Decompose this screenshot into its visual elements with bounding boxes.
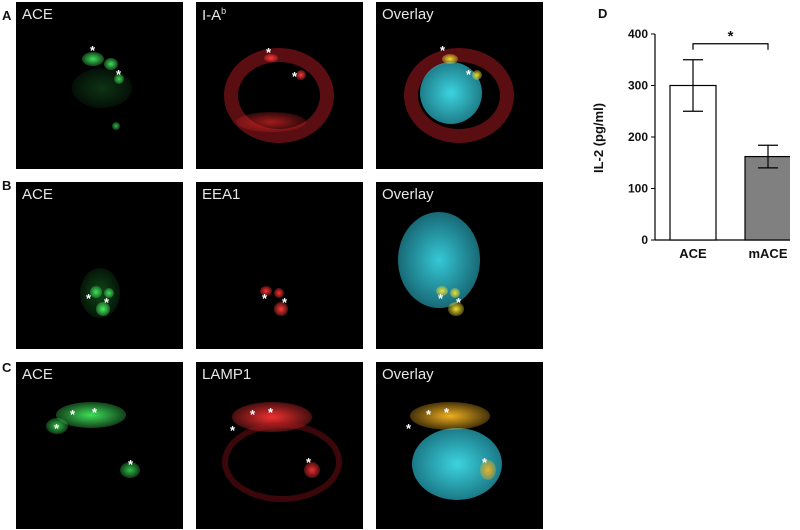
panel-b-ace: ACE * * xyxy=(16,182,183,349)
marker-star: * xyxy=(268,405,274,420)
marker-star: * xyxy=(466,67,472,82)
panel-b-overlay: Overlay * * xyxy=(376,182,543,349)
x-tick-label: ACE xyxy=(679,246,707,261)
marker-star: * xyxy=(292,69,298,84)
panel-a-ace: ACE * * xyxy=(16,2,183,169)
marker-star: * xyxy=(456,295,462,310)
marker-star: * xyxy=(230,423,236,438)
marker-star: * xyxy=(440,43,446,58)
marker-star: * xyxy=(250,407,256,422)
il2-bar-chart: D 0 100 200 300 400 ACE mACE * IL-2 (pg/ml) xyxy=(591,8,790,261)
panel-title: Overlay xyxy=(382,186,434,203)
x-tick-label: mACE xyxy=(748,246,787,261)
marker-star: * xyxy=(262,291,268,306)
panel-c-lamp1: LAMP1 * * * * xyxy=(196,362,363,529)
row-label-a: A xyxy=(2,8,12,23)
y-tick-label: 400 xyxy=(628,27,648,41)
significance-star: * xyxy=(728,28,734,45)
marker-star: * xyxy=(266,45,272,60)
panel-a-iab: I-Ab * * xyxy=(196,2,363,169)
row-label-c: C xyxy=(2,360,12,375)
panel-b-eea1: EEA1 * * xyxy=(196,182,363,349)
marker-star: * xyxy=(86,291,92,306)
bar-mace xyxy=(744,155,790,241)
y-tick-label: 100 xyxy=(628,182,648,196)
row-label-b: B xyxy=(2,178,12,193)
marker-star: * xyxy=(116,67,122,82)
panel-title: I-Ab xyxy=(202,6,227,24)
marker-star: * xyxy=(70,407,76,422)
marker-star: * xyxy=(482,455,488,470)
panel-title: EEA1 xyxy=(202,186,241,203)
panel-title: ACE xyxy=(22,366,53,383)
y-axis-label: IL-2 (pg/ml) xyxy=(591,103,606,173)
marker-star: * xyxy=(444,405,450,420)
panel-c-ace: ACE * * * * xyxy=(16,362,183,529)
significance-bracket xyxy=(692,43,769,50)
chart-panel-label: D xyxy=(598,8,607,21)
marker-star: * xyxy=(282,295,288,310)
marker-star: * xyxy=(406,421,412,436)
panel-a-overlay: Overlay * * xyxy=(376,2,543,169)
panel-title: ACE xyxy=(22,186,53,203)
marker-star: * xyxy=(104,295,110,310)
marker-star: * xyxy=(54,421,60,436)
marker-star: * xyxy=(92,405,98,420)
marker-star: * xyxy=(306,455,312,470)
marker-star: * xyxy=(426,407,432,422)
y-tick-label: 300 xyxy=(628,79,648,93)
panel-c-overlay: Overlay * * * * xyxy=(376,362,543,529)
marker-star: * xyxy=(438,291,444,306)
panel-title: ACE xyxy=(22,6,53,23)
panel-title: LAMP1 xyxy=(202,366,252,383)
y-tick-label: 0 xyxy=(641,233,648,247)
panel-title: Overlay xyxy=(382,6,434,23)
panel-title: Overlay xyxy=(382,366,434,383)
marker-star: * xyxy=(90,43,96,58)
y-tick-label: 200 xyxy=(628,130,648,144)
marker-star: * xyxy=(128,457,134,472)
